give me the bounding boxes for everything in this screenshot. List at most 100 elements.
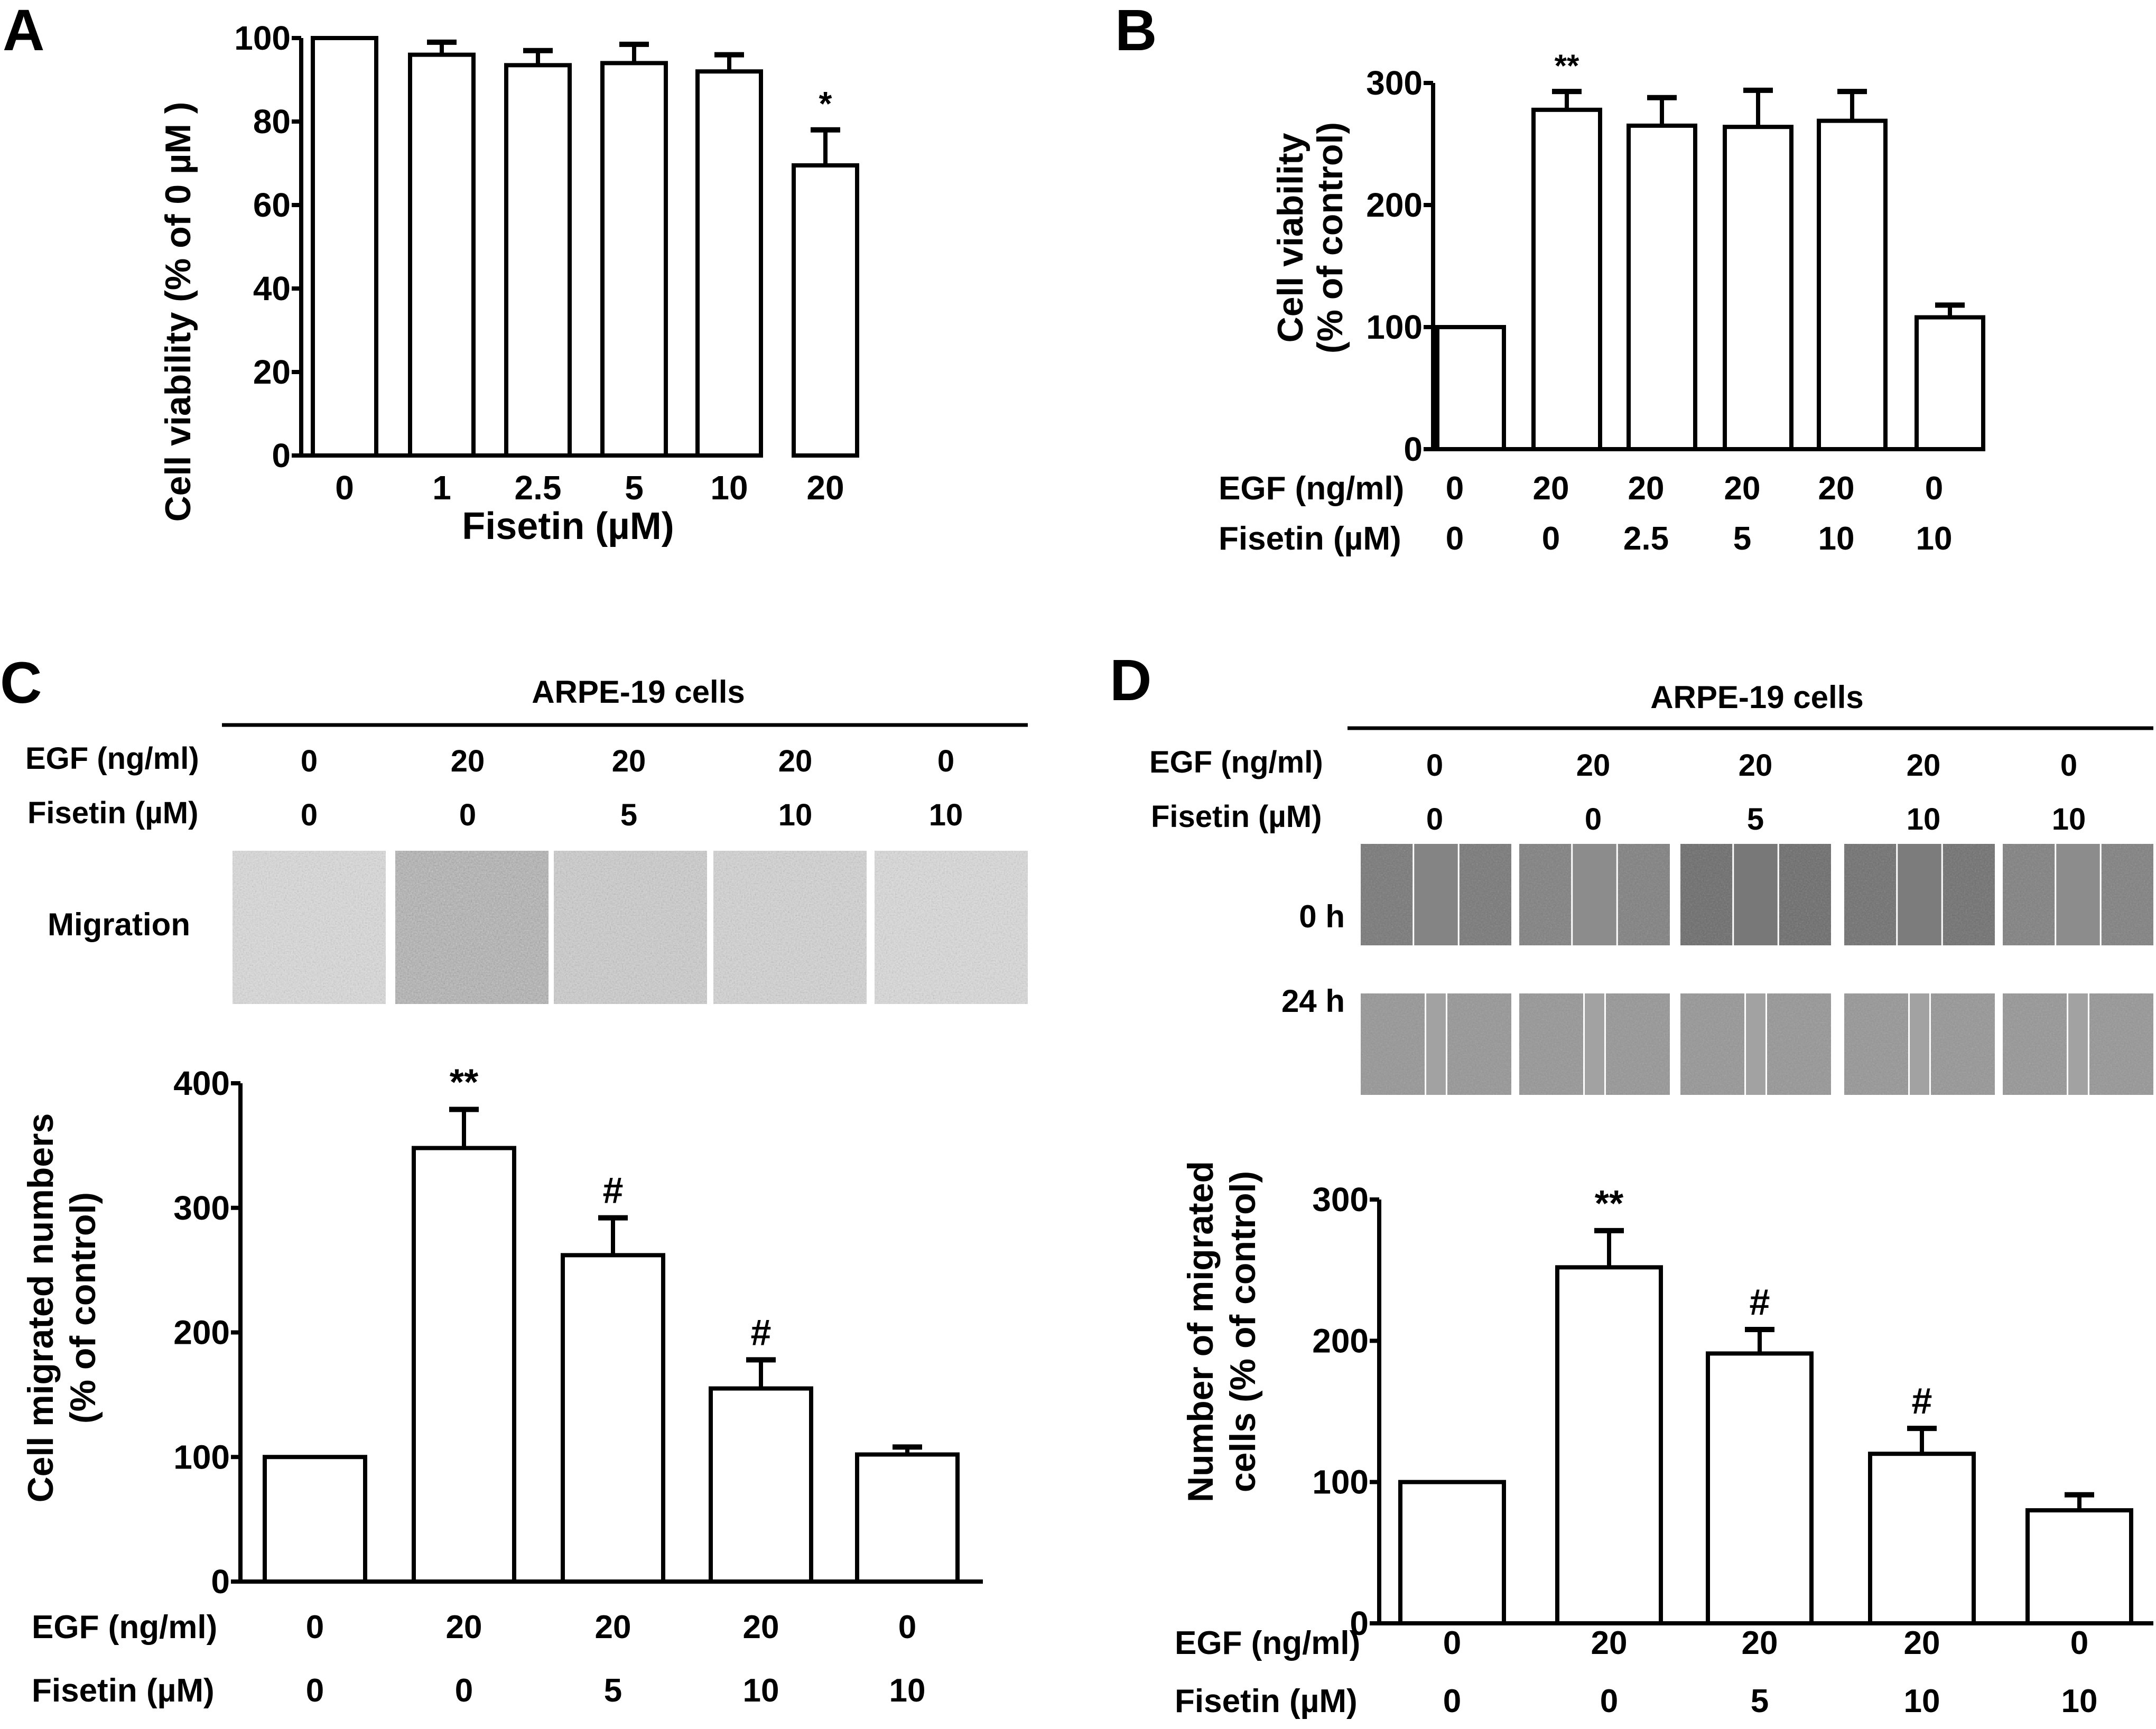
- condition-value: 10: [743, 1672, 779, 1709]
- bar: [1555, 1265, 1663, 1626]
- significance-marker: #: [751, 1312, 772, 1353]
- x-tick-label: 5: [625, 469, 644, 507]
- y-tick-label: 20: [253, 353, 291, 391]
- migration-image-texture: [395, 851, 549, 1004]
- y-tick-label: 300: [173, 1189, 230, 1227]
- y-tick-label: 100: [173, 1438, 230, 1476]
- condition-value: 20: [743, 1609, 779, 1646]
- panel-a-chart: 0 20 40 60 80 100 0 1 2.5 5 10 * 20: [234, 19, 859, 507]
- condition-value: 0: [1446, 520, 1464, 557]
- fisetin-value: 5: [620, 798, 637, 832]
- scratch-gap: [1572, 844, 1618, 945]
- condition-value: 20: [1724, 470, 1761, 507]
- scratch-gap: [1733, 844, 1779, 945]
- condition-row-label: EGF (ng/ml): [1175, 1625, 1360, 1661]
- panel-c-header: ARPE-19 cells: [532, 674, 745, 710]
- scratch-gap: [2055, 844, 2101, 945]
- condition-row-label: Fisetin (µM): [32, 1672, 215, 1709]
- condition-row-label: Fisetin (µM): [1175, 1683, 1358, 1719]
- y-tick-label: 100: [1366, 308, 1423, 346]
- bar: [709, 1386, 813, 1584]
- y-tick-label: 100: [234, 19, 291, 57]
- y-tick-label: 0: [1350, 1604, 1369, 1642]
- bar: [263, 1455, 367, 1584]
- egf-value: 0: [937, 744, 954, 778]
- panel-d-header: ARPE-19 cells: [1650, 680, 1864, 715]
- bar: [412, 1146, 516, 1584]
- condition-value: 0: [1443, 1683, 1461, 1719]
- condition-value: 0: [1542, 520, 1560, 557]
- panel-c-conditions: 0 20 20 20 0 0 0 5 10 10: [301, 744, 963, 832]
- panel-c-fisetin-label: Fisetin (µM): [27, 796, 198, 830]
- egf-value: 20: [1576, 748, 1611, 783]
- condition-value: 0: [1600, 1683, 1618, 1719]
- significance-marker: **: [450, 1062, 479, 1103]
- condition-row-label: EGF (ng/ml): [1219, 470, 1404, 507]
- panel-d-0h-label: 0 h: [1299, 899, 1345, 934]
- egf-value: 20: [1739, 748, 1773, 783]
- condition-value: 5: [1733, 520, 1751, 557]
- panel-d-conditions: 0 20 20 20 0 0 0 5 10 10: [1426, 748, 2086, 836]
- egf-value: 20: [1907, 748, 1941, 783]
- bar: [1723, 125, 1793, 452]
- condition-value: 10: [1904, 1683, 1940, 1719]
- scratch-gap: [1897, 844, 1943, 945]
- condition-value: 2.5: [1623, 520, 1669, 557]
- y-tick-label: 40: [253, 269, 291, 308]
- bar: [2025, 1508, 2133, 1625]
- x-tick-label: 2.5: [515, 469, 562, 507]
- y-tick-label: 0: [211, 1563, 230, 1601]
- panel-letter-b: B: [1115, 0, 1157, 63]
- y-tick-label: 300: [1312, 1180, 1369, 1219]
- bar: [855, 1452, 960, 1584]
- bar: [1627, 123, 1697, 452]
- panel-a-xlabel: Fisetin (µM): [462, 505, 674, 547]
- egf-value: 20: [778, 744, 813, 778]
- bar: [695, 69, 763, 458]
- panel-d-fisetin-label: Fisetin (µM): [1151, 800, 1322, 834]
- egf-value: 0: [301, 744, 318, 778]
- x-tick-label: 0: [335, 469, 354, 507]
- bar: [1915, 315, 1985, 452]
- condition-row-label: EGF (ng/ml): [32, 1609, 217, 1646]
- condition-value: 20: [595, 1609, 631, 1646]
- bar: [1435, 325, 1506, 451]
- panel-letter-d: D: [1110, 648, 1151, 713]
- x-tick-label: 20: [806, 469, 844, 507]
- condition-value: 0: [1925, 470, 1943, 507]
- condition-value: 10: [1916, 520, 1953, 557]
- bar: [1868, 1452, 1976, 1625]
- significance-marker: #: [603, 1170, 624, 1211]
- y-tick-label: 80: [253, 103, 291, 141]
- scratch-gap: [1413, 844, 1459, 945]
- migration-image-texture: [233, 851, 386, 1004]
- bar: [1706, 1351, 1814, 1625]
- fisetin-value: 0: [1585, 802, 1602, 836]
- scratch-gap: [1584, 993, 1605, 1095]
- fisetin-value: 10: [778, 798, 813, 832]
- x-tick-label: 10: [710, 469, 748, 507]
- condition-value: 0: [1446, 470, 1464, 507]
- bar: [1817, 118, 1888, 452]
- condition-value: 5: [604, 1672, 622, 1709]
- migration-image-texture: [554, 851, 707, 1004]
- fisetin-value: 0: [459, 798, 476, 832]
- panel-a-ylabel: Cell viability (% of 0 µM ): [158, 102, 198, 522]
- scratch-gap: [1425, 993, 1447, 1095]
- y-tick-label: 200: [1312, 1322, 1369, 1360]
- bar: [408, 52, 476, 458]
- fisetin-value: 0: [1426, 802, 1443, 836]
- panel-b-ylabel-line1: Cell viability: [1270, 133, 1311, 342]
- y-tick-label: 400: [173, 1064, 230, 1102]
- scratch-gap: [2067, 993, 2089, 1095]
- fisetin-value: 10: [1907, 802, 1941, 836]
- bar: [792, 163, 859, 458]
- bar: [1398, 1480, 1506, 1626]
- significance-marker: **: [1555, 48, 1579, 83]
- condition-value: 10: [1818, 520, 1855, 557]
- migration-image-texture: [875, 851, 1028, 1004]
- condition-value: 0: [306, 1609, 324, 1646]
- condition-value: 0: [306, 1672, 324, 1709]
